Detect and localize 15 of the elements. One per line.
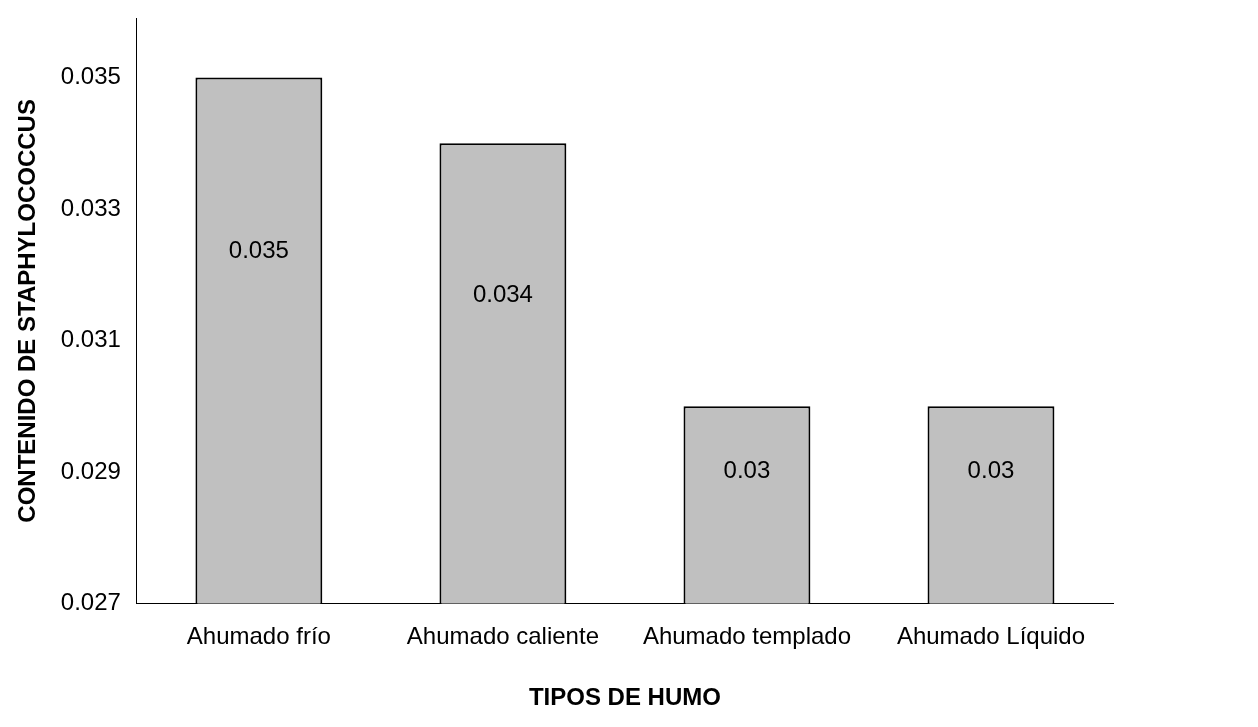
y-tick-label: 0.029 xyxy=(60,456,121,484)
y-axis-title: CONTENIDO DE STAPHYLOCOCCUS xyxy=(13,99,41,523)
y-tick-label: 0.035 xyxy=(60,62,121,90)
x-tick-label: Ahumado caliente xyxy=(406,622,599,650)
data-label: 0.03 xyxy=(967,455,1015,483)
y-tick-label: 0.027 xyxy=(60,588,121,616)
data-label: 0.035 xyxy=(228,235,289,263)
data-label: 0.03 xyxy=(723,455,771,483)
data-label: 0.034 xyxy=(472,279,533,307)
x-tick-label: Ahumado frío xyxy=(186,622,331,650)
x-axis-title: TIPOS DE HUMO xyxy=(528,683,721,711)
x-tick-label: Ahumado templado xyxy=(642,622,852,650)
y-tick-label: 0.033 xyxy=(60,193,121,221)
y-tick-label: 0.031 xyxy=(60,325,121,353)
x-tick-label: Ahumado Líquido xyxy=(896,622,1086,650)
